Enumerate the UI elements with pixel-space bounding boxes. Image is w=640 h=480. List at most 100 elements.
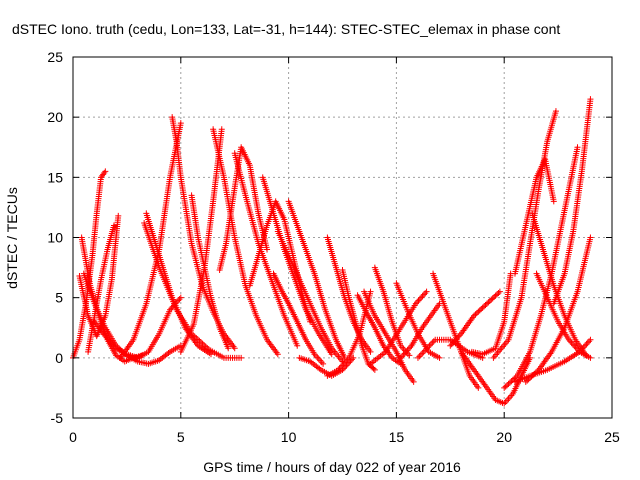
- data-point: [418, 294, 425, 301]
- data-point: [406, 352, 413, 359]
- data-point: [475, 308, 482, 315]
- data-point: [264, 246, 271, 253]
- data-point: [476, 307, 483, 314]
- data-point: [473, 310, 480, 317]
- data-point: [176, 296, 183, 303]
- series-21: [285, 198, 348, 361]
- series-43: [522, 234, 594, 385]
- data-point: [495, 289, 502, 296]
- data-point: [427, 341, 434, 348]
- series-35: [458, 348, 534, 407]
- x-tick-label: 20: [496, 429, 512, 445]
- data-point: [486, 298, 493, 305]
- data-point: [584, 339, 591, 346]
- data-point: [550, 198, 557, 205]
- data-point: [574, 144, 581, 151]
- data-point: [416, 353, 423, 360]
- data-point: [583, 341, 590, 348]
- data-point: [501, 384, 508, 391]
- data-point: [496, 288, 503, 295]
- data-point: [587, 354, 594, 361]
- data-point: [508, 378, 515, 385]
- data-point: [504, 382, 511, 389]
- series-18: [259, 174, 335, 358]
- data-point: [430, 338, 437, 345]
- series-27: [361, 288, 417, 385]
- data-point: [207, 351, 214, 358]
- data-point: [511, 375, 518, 382]
- data-point: [414, 354, 421, 361]
- series-42: [533, 270, 594, 361]
- data-point: [587, 336, 594, 343]
- data-point: [419, 350, 426, 357]
- series-34: [447, 288, 503, 349]
- x-tick-label: 10: [281, 429, 297, 445]
- data-point: [475, 384, 482, 391]
- data-point: [512, 374, 519, 381]
- data-point: [494, 291, 501, 298]
- data-point: [367, 288, 374, 295]
- y-tick-label: 0: [55, 350, 63, 366]
- series-23: [339, 266, 378, 373]
- y-tick-label: 5: [55, 290, 63, 306]
- data-point: [436, 354, 443, 361]
- axis-ticks: 0 5 10 15 20 25 -5 0 5 10 15 20 25: [47, 49, 620, 445]
- series-44: [511, 336, 594, 385]
- data-point: [471, 312, 478, 319]
- series-39: [511, 156, 557, 277]
- data-point: [506, 379, 513, 386]
- y-tick-label: 10: [47, 230, 63, 246]
- series-31: [397, 300, 443, 361]
- series-25: [296, 354, 357, 379]
- series-10: [123, 294, 184, 361]
- x-axis-label: GPS time / hours of day 022 of year 2016: [203, 459, 461, 475]
- data-point: [102, 168, 109, 175]
- data-point: [370, 365, 377, 372]
- data-point: [328, 351, 335, 358]
- series-15: [216, 144, 271, 273]
- x-tick-label: 5: [177, 429, 185, 445]
- data-point: [294, 342, 301, 349]
- data-point: [488, 296, 495, 303]
- series-38: [501, 144, 581, 391]
- data-point: [492, 292, 499, 299]
- data-point: [177, 294, 184, 301]
- data-point: [587, 234, 594, 241]
- y-axis-label: dSTEC / TECUs: [4, 187, 20, 289]
- data-point: [420, 291, 427, 298]
- series-20: [270, 270, 327, 367]
- data-point: [491, 293, 498, 300]
- series-33: [414, 336, 486, 361]
- data-point: [115, 212, 122, 219]
- data-points: [70, 96, 594, 407]
- series-14: [188, 192, 232, 352]
- data-point: [218, 126, 225, 133]
- data-point: [415, 297, 422, 304]
- y-tick-label: 25: [47, 49, 63, 65]
- data-point: [110, 222, 117, 229]
- data-point: [481, 303, 488, 310]
- data-point: [371, 366, 378, 373]
- data-point: [489, 295, 496, 302]
- data-point: [417, 351, 424, 358]
- series-41: [550, 96, 594, 307]
- series-28: [367, 288, 430, 367]
- data-point: [416, 296, 423, 303]
- series-6: [91, 318, 184, 367]
- data-point: [483, 300, 490, 307]
- series-12: [177, 126, 225, 355]
- data-point: [238, 354, 245, 361]
- series-36: [468, 270, 514, 358]
- data-point: [568, 339, 575, 346]
- data-point: [423, 288, 430, 295]
- x-tick-label: 15: [389, 429, 405, 445]
- data-point: [502, 383, 509, 390]
- data-point: [177, 120, 184, 127]
- x-tick-label: 25: [604, 429, 620, 445]
- series-5: [85, 222, 117, 355]
- data-point: [479, 304, 486, 311]
- data-point: [552, 108, 559, 115]
- data-point: [422, 290, 429, 297]
- data-point: [320, 360, 327, 367]
